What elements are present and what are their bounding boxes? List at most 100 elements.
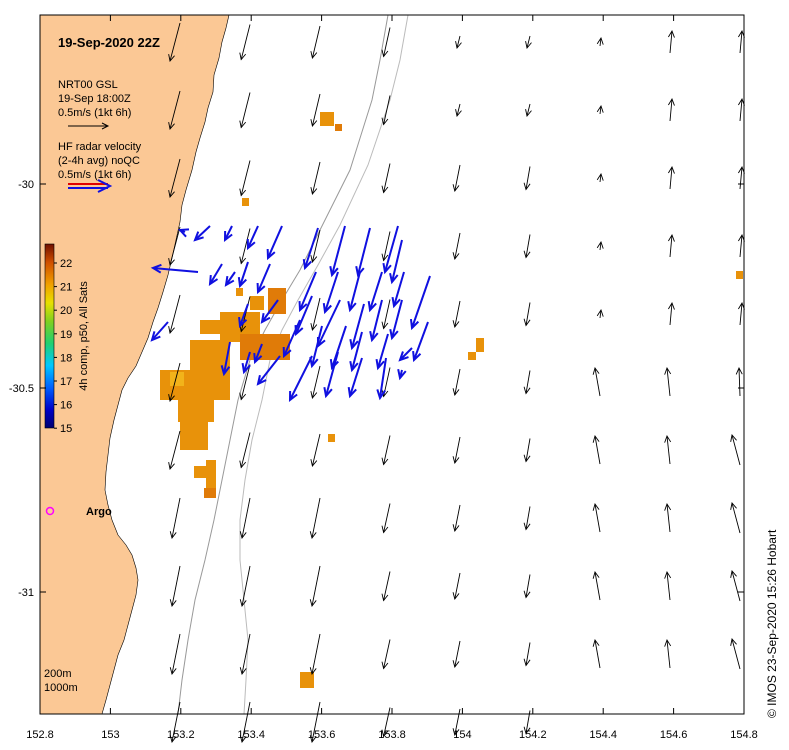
radar-arrow [223,225,233,243]
depth-label-1000m: 1000m [44,682,78,694]
model-arrow [523,506,531,531]
model-arrow [668,165,675,190]
argo-label: Argo [86,506,112,518]
model-arrow [730,570,741,602]
model-arrow [523,166,531,191]
model-arrow [239,633,251,676]
model-arrow [381,503,391,534]
x-tick-label: 154 [453,729,471,741]
model-arrow [168,430,181,471]
colorbar-labels: 22 21 20 19 18 17 16 15 [54,258,72,435]
radar-arrow [329,325,347,371]
model-arrow [239,432,251,469]
radar-arrow [282,319,301,359]
model-arrow [455,103,462,118]
model-arrow [310,433,321,468]
model-arrow [523,574,531,599]
radar-arrow [322,271,339,315]
radar-arrow [382,225,399,275]
radar-arrow [266,225,283,261]
model-arrow [452,640,461,669]
x-tick-label: 153.4 [237,729,265,741]
model-arrow [168,226,181,267]
radar-arrow [389,239,403,285]
coastline-land [39,14,230,715]
model-arrow [310,161,321,196]
radar-arrow [349,331,363,373]
model-arrow [310,229,321,264]
model-arrow [664,366,672,397]
model-arrow [452,504,461,533]
radar-legend: HF radar velocity (2-4h avg) noQC 0.5m/s… [58,141,142,193]
radar-arrow [256,263,271,295]
radar-arrow [302,227,319,271]
x-tick-label: 154.6 [660,729,688,741]
radar-legend-line2: (2-4h avg) noQC [58,155,140,167]
colorbar-label: 15 [60,423,72,435]
model-arrow [168,362,181,403]
model-arrow [525,103,532,118]
model-arrow [381,27,391,58]
model-arrow [310,365,321,400]
radar-legend-line1: HF radar velocity [58,141,142,153]
radar-arrow [409,275,431,331]
radar-arrow [375,333,389,371]
model-arrow [664,434,672,465]
model-arrow [452,708,461,737]
model-arrow [381,231,391,262]
model-arrow [664,570,672,601]
model-arrow [452,300,461,329]
model-arrow [169,565,181,608]
model-arrow [735,366,743,397]
model-arrow [310,25,321,60]
model-arrow [592,638,601,669]
model-legend-line2: 19-Sep 18:00Z [58,93,131,105]
model-arrow [523,642,531,667]
colorbar-label: 22 [60,258,72,270]
x-axis-ticks: 152.8 153 153.2 153.4 153.6 153.8 154 154.2 154.… [26,15,758,741]
x-tick-label: 153.6 [308,729,336,741]
model-arrow [523,234,531,259]
model-arrow [381,571,391,602]
model-arrow [523,370,531,395]
radar-legend-line3: 0.5m/s (1kt 6h) [58,169,131,181]
radar-arrow [355,227,371,278]
model-arrow [455,35,462,50]
model-arrow [452,436,461,465]
model-arrow [310,297,321,332]
radar-arrow [238,303,249,329]
radar-arrow [246,225,259,251]
model-arrow [381,299,391,330]
model-arrow [668,29,675,54]
depth-label-200m: 200m [44,668,72,680]
model-legend-line3: 0.5m/s (1kt 6h) [58,107,131,119]
radar-arrow [150,321,169,342]
radar-arrow [398,347,413,362]
model-arrow [664,638,672,669]
sst-patches [160,112,743,688]
x-tick-label: 153 [101,729,119,741]
model-arrow [239,701,251,744]
radar-arrow [323,351,339,399]
x-tick-label: 152.8 [26,729,54,741]
model-arrow [168,90,181,131]
date-title: 19-Sep-2020 22Z [58,35,160,50]
argo-float-marker [45,506,55,516]
model-arrow [592,570,601,601]
model-arrow [169,633,181,676]
radar-arrow [150,263,199,274]
colorbar-label: 21 [60,282,72,294]
model-arrow [169,497,181,540]
colorbar-label: 19 [60,329,72,341]
model-arrow [452,232,461,261]
model-arrow [381,435,391,466]
radar-arrow [208,263,223,286]
model-arrow [309,701,321,744]
model-arrow [168,158,181,199]
colorbar-label: 18 [60,352,72,364]
radar-arrow [329,225,346,278]
model-arrow [730,434,741,466]
model-arrow [168,22,181,63]
model-arrow [381,707,391,738]
